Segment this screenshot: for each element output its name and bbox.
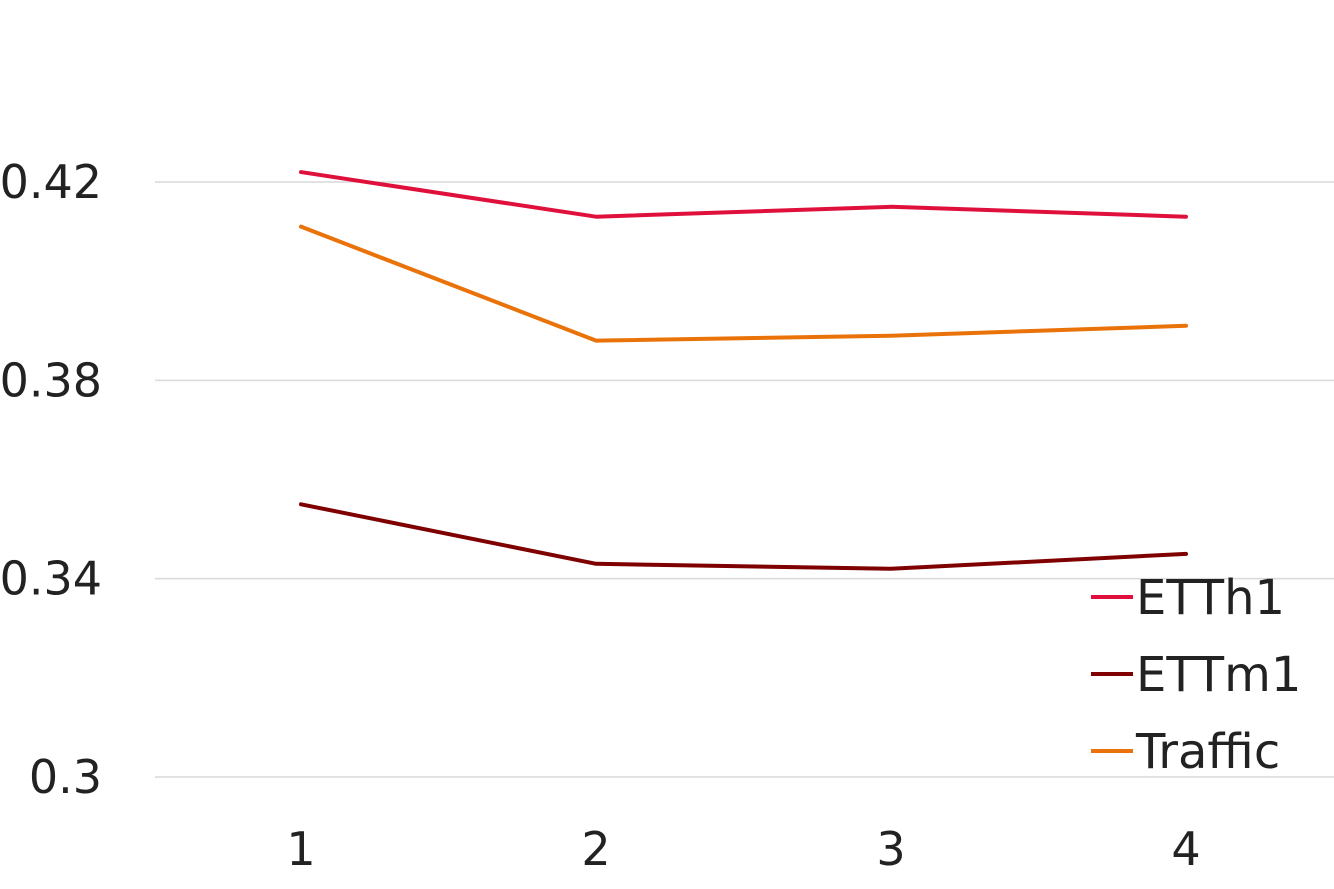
y-tick-label: 0.3 bbox=[29, 750, 102, 804]
series-line-ettm1 bbox=[299, 502, 1188, 571]
gridlines bbox=[155, 181, 1334, 778]
x-tick-label: 4 bbox=[1171, 822, 1200, 876]
legend-label-etth1: ETTh1 bbox=[1136, 570, 1285, 626]
series-lines bbox=[299, 170, 1188, 571]
y-tick-label: 0.34 bbox=[0, 552, 102, 606]
y-tick-label: 0.42 bbox=[0, 155, 102, 209]
y-axis-tick-labels: 0.3 0.34 0.38 0.42 bbox=[0, 155, 102, 804]
legend-label-ettm1: ETTm1 bbox=[1136, 647, 1301, 703]
x-tick-label: 1 bbox=[286, 822, 315, 876]
legend: ETTh1 ETTm1 Traffic bbox=[1091, 570, 1301, 780]
x-tick-label: 3 bbox=[876, 822, 905, 876]
series-line-etth1 bbox=[299, 170, 1188, 219]
x-axis-tick-labels: 1 2 3 4 bbox=[286, 822, 1200, 876]
series-line-traffic bbox=[299, 224, 1188, 343]
x-tick-label: 2 bbox=[581, 822, 610, 876]
y-tick-label: 0.38 bbox=[0, 353, 102, 407]
legend-label-traffic: Traffic bbox=[1135, 724, 1280, 780]
